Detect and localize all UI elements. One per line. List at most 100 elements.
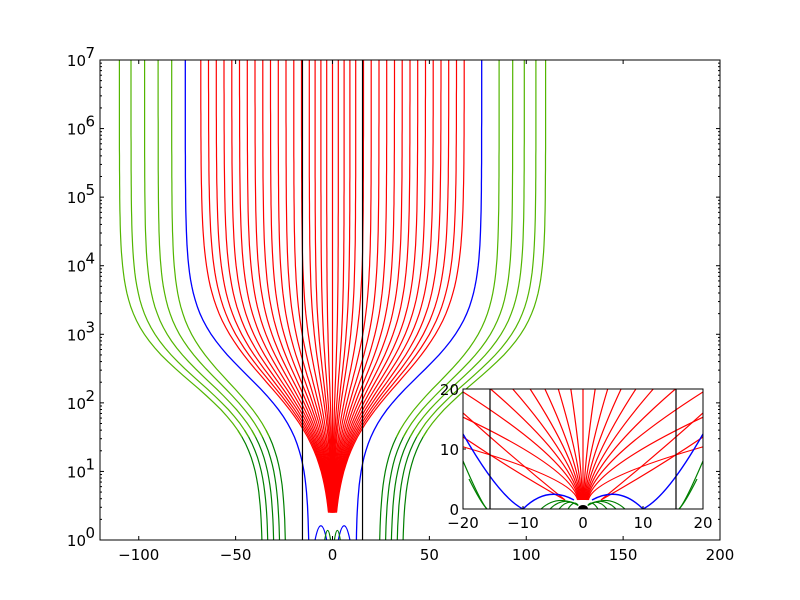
inset-y-tick-label: 0: [449, 501, 459, 519]
inset-red-line: [583, 389, 596, 501]
inset-red-line: [586, 389, 676, 501]
inset-y-axis: 0 10 20: [440, 381, 466, 519]
red-field-line: [320, 60, 333, 513]
inset-green-left: [468, 478, 488, 509]
inset-red-line: [463, 416, 579, 501]
inset-blue-arch-right: [591, 493, 644, 509]
y-tick-label: 10: [67, 532, 86, 550]
green-field-line-upper: [171, 60, 271, 438]
y-tick-exponent: 3: [85, 318, 95, 336]
red-field-line: [332, 60, 345, 513]
red-field-line: [246, 60, 331, 513]
y-tick-label: 10: [67, 52, 86, 70]
red-field-line: [332, 60, 365, 513]
red-field-line: [293, 60, 332, 513]
inset-blue-left: [463, 433, 524, 509]
red-field-line: [332, 60, 357, 513]
y-tick-exponent: 4: [85, 250, 95, 268]
red-field-line: [215, 60, 330, 513]
inset-red-line: [529, 389, 582, 501]
red-field-line: [334, 60, 411, 513]
inset-y-tick-label: 20: [440, 381, 459, 399]
inset-y-tick-label: 10: [440, 441, 459, 459]
inset-x-tick-label: 10: [633, 514, 652, 532]
x-tick-label: 0: [328, 546, 338, 564]
inset-red-line: [463, 446, 579, 501]
x-tick-label: 50: [420, 546, 439, 564]
red-field-line: [314, 60, 333, 513]
green-field-line-lower: [237, 429, 263, 540]
green-field-line-upper: [157, 60, 264, 438]
x-tick-label: 150: [609, 546, 638, 564]
y-tick-exponent: 1: [85, 455, 95, 473]
green-field-line-upper: [130, 60, 250, 438]
green-field-line-lower: [390, 430, 415, 540]
inset-red-line: [584, 389, 622, 501]
y-tick-label: 10: [67, 258, 86, 276]
red-field-line: [300, 60, 333, 513]
inset-red-side-line: [600, 412, 703, 501]
green-field-line-upper: [144, 60, 257, 438]
main-plot-lines: [118, 60, 547, 540]
inset-blue-arch-left: [522, 493, 575, 509]
red-field-line: [207, 60, 330, 513]
green-field-line-lower: [402, 429, 428, 540]
main-x-axis: −100 −50 0 50 100 150 200: [118, 60, 734, 564]
x-tick-label: 200: [706, 546, 735, 564]
blue-separatrix-line: [355, 60, 483, 540]
inset-red-line: [544, 389, 582, 501]
inset-red-line: [583, 389, 609, 501]
inset-blue-right: [642, 433, 703, 509]
inset-red-line: [570, 389, 583, 501]
green-loop: [324, 529, 332, 540]
green-field-line-upper: [416, 60, 537, 438]
inset-plot-lines: [463, 389, 703, 509]
red-field-line: [333, 60, 396, 513]
inset-red-line: [512, 389, 581, 501]
red-field-line: [332, 60, 351, 513]
red-field-line: [335, 60, 458, 513]
green-loop: [333, 529, 341, 540]
red-field-line: [334, 60, 403, 513]
red-field-line: [238, 60, 331, 513]
y-tick-label: 10: [67, 121, 86, 139]
red-field-line: [333, 60, 388, 513]
green-field-line-upper: [422, 60, 547, 438]
inset-green-loop: [540, 500, 579, 509]
red-field-line: [262, 60, 331, 513]
inset-red-line: [490, 389, 580, 501]
inset-red-line: [586, 391, 703, 501]
red-field-line: [335, 60, 434, 513]
y-tick-label: 10: [67, 463, 86, 481]
red-field-line: [335, 60, 442, 513]
inset-red-side-line: [463, 436, 566, 501]
inset-axes: −20 −10 0 10 20 0 10 20: [440, 381, 713, 532]
red-field-line: [254, 60, 331, 513]
green-field-line-upper: [409, 60, 525, 438]
red-field-line: [335, 60, 450, 513]
red-field-line: [334, 60, 419, 513]
red-field-line: [285, 60, 332, 513]
y-tick-exponent: 6: [85, 113, 95, 131]
green-field-line-upper: [402, 60, 514, 438]
inset-x-tick-label: −20: [447, 514, 479, 532]
green-field-line-lower: [379, 430, 401, 540]
y-tick-exponent: 2: [85, 387, 95, 405]
red-field-line: [231, 60, 330, 513]
green-field-line-lower: [244, 429, 269, 540]
green-field-line-lower: [396, 429, 422, 540]
x-tick-label: −50: [220, 546, 252, 564]
red-field-line: [334, 60, 427, 513]
y-tick-exponent: 5: [85, 181, 95, 199]
inset-red-line: [584, 389, 637, 501]
inset-red-line: [557, 389, 583, 501]
y-tick-label: 10: [67, 189, 86, 207]
red-field-line: [277, 60, 332, 513]
x-tick-label: −100: [118, 546, 159, 564]
inset-red-line: [587, 446, 703, 501]
red-field-line: [333, 60, 372, 513]
red-field-line: [200, 60, 330, 513]
main-axes-frame: [99, 59, 721, 541]
